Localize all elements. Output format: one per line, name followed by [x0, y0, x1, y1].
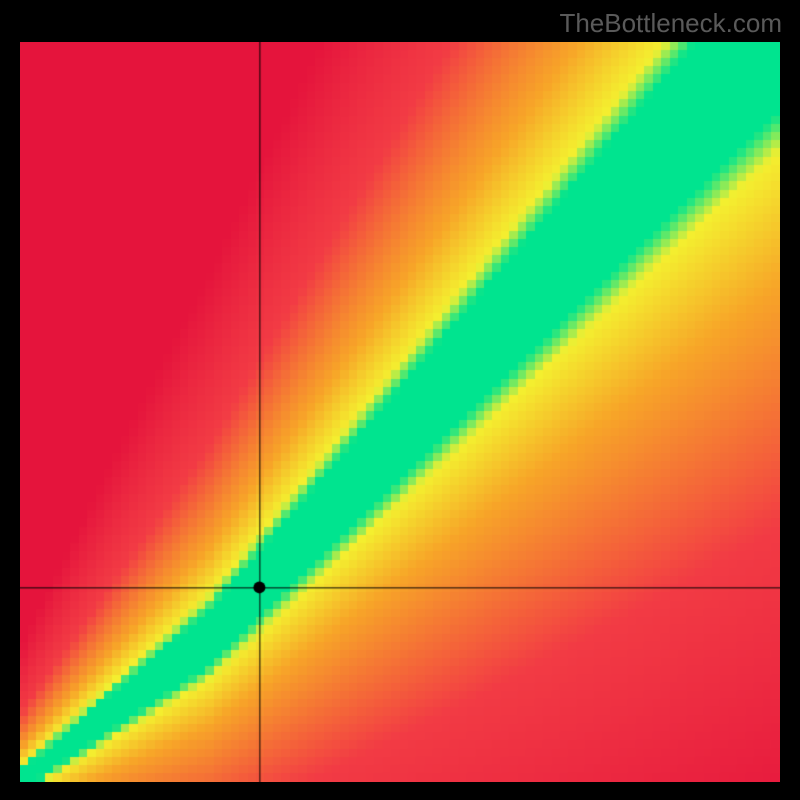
watermark-text: TheBottleneck.com	[559, 8, 782, 39]
bottleneck-heatmap	[20, 42, 780, 782]
